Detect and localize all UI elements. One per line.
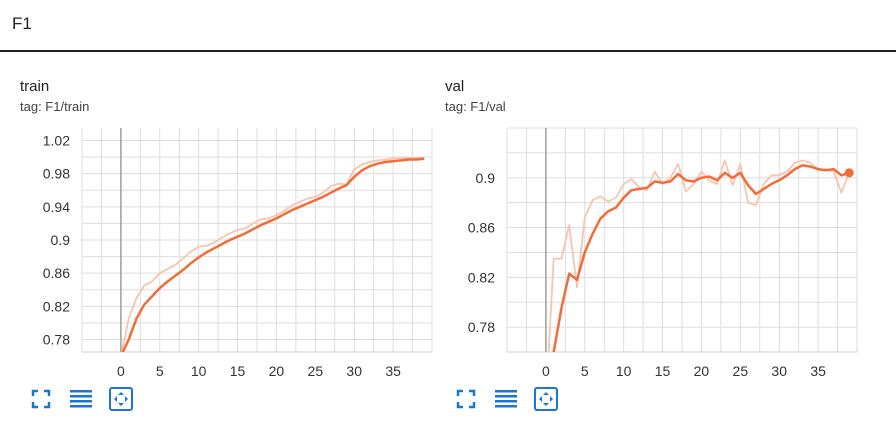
y-tick-label: 0.94 — [43, 199, 70, 215]
x-tick-label: 35 — [810, 363, 826, 379]
x-tick-label: 25 — [733, 363, 749, 379]
card-tag: tag: F1/val — [445, 99, 506, 114]
x-tick-label: 25 — [308, 363, 324, 379]
y-tick-label: 0.86 — [43, 265, 70, 281]
y-tick-label: 0.78 — [43, 332, 70, 348]
chart-card-val: val tag: F1/val 0 5 10 15 20 25 30 35 0.78 0.82 0.… — [443, 78, 873, 423]
x-tick-label: 0 — [117, 363, 125, 379]
card-title: train — [20, 78, 50, 95]
x-tick-label: 10 — [191, 363, 207, 379]
fit-domain-button[interactable] — [533, 386, 559, 412]
toggle-log-scale-icon — [495, 390, 517, 408]
series-line-smoothed — [552, 164, 850, 352]
x-tick-label: 15 — [655, 363, 671, 379]
card-title: val — [445, 78, 465, 95]
x-tick-label: 10 — [616, 363, 632, 379]
section-header: F1 — [0, 0, 896, 52]
x-tick-label: 20 — [694, 363, 710, 379]
y-tick-label: 1.02 — [43, 132, 70, 148]
series-line-raw — [547, 159, 851, 352]
fullscreen-icon — [456, 389, 476, 409]
toggle-log-scale-button[interactable] — [68, 386, 94, 412]
y-tick-label: 0.86 — [468, 220, 495, 236]
fit-domain-icon — [109, 387, 133, 411]
series-line-raw — [120, 157, 425, 352]
fullscreen-icon — [31, 389, 51, 409]
line-chart[interactable]: 0 5 10 15 20 25 30 35 0.78 0.82 0.86 0.9 — [443, 78, 873, 388]
x-tick-label: 30 — [346, 363, 362, 379]
x-tick-label: 5 — [581, 363, 589, 379]
last-point-marker — [844, 168, 854, 178]
y-tick-label: 0.82 — [468, 269, 495, 285]
x-tick-label: 0 — [542, 363, 550, 379]
x-tick-label: 15 — [230, 363, 246, 379]
chart-card-train: train tag: F1/train 0 5 10 15 20 25 30 35 0.78 0.… — [18, 78, 448, 423]
y-tick-label: 0.98 — [43, 166, 70, 182]
fit-domain-button[interactable] — [108, 386, 134, 412]
line-chart[interactable]: 0 5 10 15 20 25 30 35 0.78 0.82 0.86 0.9 0.94 0.98 1.0… — [18, 78, 448, 388]
toggle-log-scale-button[interactable] — [493, 386, 519, 412]
fit-domain-icon — [534, 387, 558, 411]
card-tag: tag: F1/train — [20, 99, 90, 114]
x-tick-label: 30 — [771, 363, 787, 379]
x-tick-label: 20 — [269, 363, 285, 379]
fullscreen-button[interactable] — [453, 386, 479, 412]
y-tick-label: 0.82 — [43, 298, 70, 314]
y-tick-label: 0.78 — [468, 319, 495, 335]
y-tick-label: 0.9 — [51, 232, 71, 248]
x-tick-label: 35 — [385, 363, 401, 379]
series-line-smoothed — [121, 157, 425, 352]
section-title: F1 — [12, 14, 32, 33]
fullscreen-button[interactable] — [28, 386, 54, 412]
x-tick-label: 5 — [156, 363, 164, 379]
y-tick-label: 0.9 — [476, 170, 496, 186]
toggle-log-scale-icon — [70, 390, 92, 408]
